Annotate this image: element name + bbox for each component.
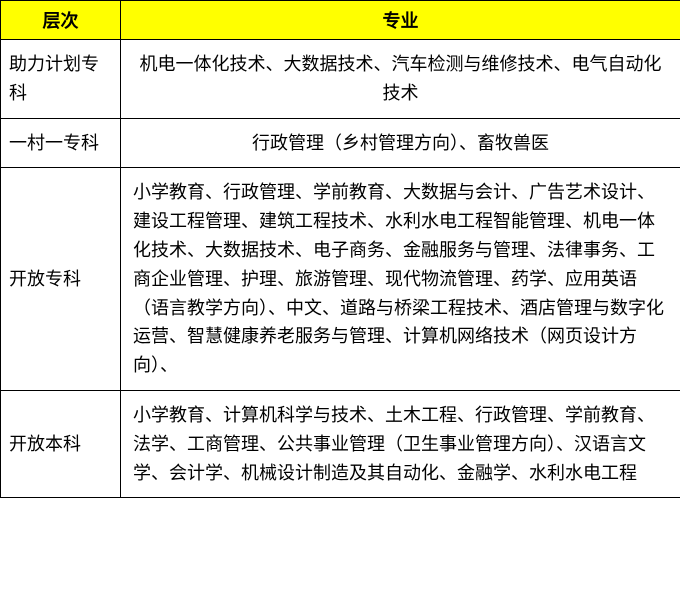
major-cell: 行政管理（乡村管理方向）、畜牧兽医: [121, 118, 680, 168]
header-level: 层次: [1, 1, 121, 40]
table-header-row: 层次 专业: [1, 1, 680, 40]
level-cell: 一村一专科: [1, 118, 121, 168]
table-row: 开放本科 小学教育、计算机科学与技术、土木工程、行政管理、学前教育、法学、工商管…: [1, 390, 680, 497]
table-body: 助力计划专科 机电一体化技术、大数据技术、汽车检测与维修技术、电气自动化技术 一…: [1, 40, 680, 498]
program-table: 层次 专业 助力计划专科 机电一体化技术、大数据技术、汽车检测与维修技术、电气自…: [0, 0, 680, 498]
table-row: 助力计划专科 机电一体化技术、大数据技术、汽车检测与维修技术、电气自动化技术: [1, 40, 680, 119]
table-row: 开放专科 小学教育、行政管理、学前教育、大数据与会计、广告艺术设计、建设工程管理…: [1, 168, 680, 391]
table-row: 一村一专科 行政管理（乡村管理方向）、畜牧兽医: [1, 118, 680, 168]
level-cell: 开放本科: [1, 390, 121, 497]
major-cell: 小学教育、计算机科学与技术、土木工程、行政管理、学前教育、法学、工商管理、公共事…: [121, 390, 680, 497]
major-cell: 机电一体化技术、大数据技术、汽车检测与维修技术、电气自动化技术: [121, 40, 680, 119]
level-cell: 助力计划专科: [1, 40, 121, 119]
header-major: 专业: [121, 1, 680, 40]
level-cell: 开放专科: [1, 168, 121, 391]
major-cell: 小学教育、行政管理、学前教育、大数据与会计、广告艺术设计、建设工程管理、建筑工程…: [121, 168, 680, 391]
